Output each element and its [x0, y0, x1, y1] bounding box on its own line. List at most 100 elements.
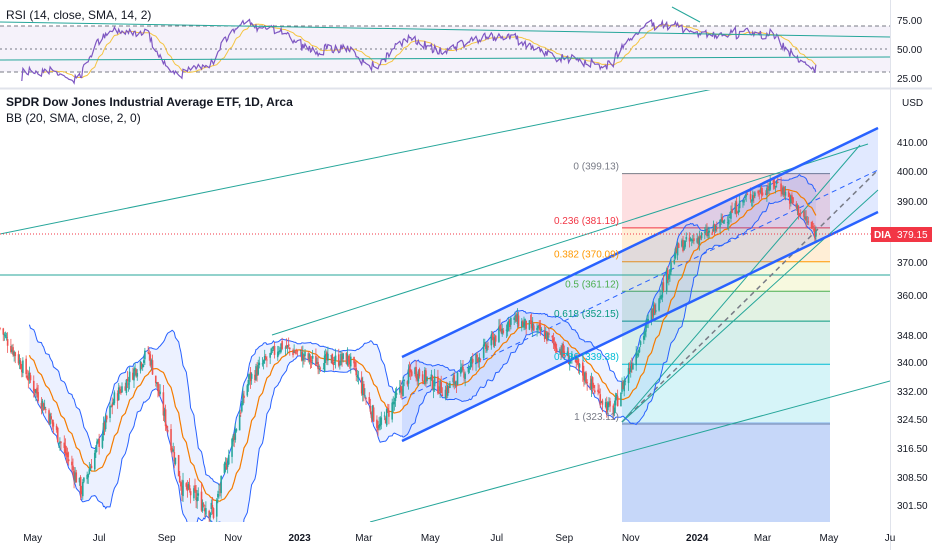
candle [28, 366, 31, 384]
candle [674, 247, 677, 260]
candle [505, 324, 508, 339]
candle [410, 369, 413, 377]
candle-body [3, 334, 6, 336]
candle-body [590, 378, 593, 389]
candle [662, 275, 665, 293]
candle-body [324, 354, 327, 357]
candle [208, 509, 210, 522]
candle-body [37, 392, 39, 401]
candle [774, 185, 777, 194]
candle [323, 350, 326, 373]
candle-body [726, 222, 729, 224]
candle-body [523, 322, 525, 328]
candle-body [706, 229, 708, 237]
candle [589, 375, 592, 390]
candle-body [698, 237, 701, 245]
candle [81, 479, 84, 500]
candle [72, 458, 74, 476]
candle [239, 409, 242, 417]
candle [449, 380, 451, 389]
candle-body [109, 405, 111, 418]
candle-body [319, 367, 322, 369]
candle-body [219, 489, 221, 491]
candle-body [63, 442, 66, 448]
candle [487, 341, 489, 351]
candle-body [48, 410, 50, 423]
candle-body [376, 419, 378, 428]
candle [142, 356, 145, 368]
candle [281, 337, 283, 351]
candle [394, 388, 397, 407]
time-axis[interactable]: May Jul Sep Nov 2023 Mar May Jul Sep Nov 2024 Mar Ma… [23, 533, 895, 544]
candle-body [22, 360, 24, 374]
candle-body [515, 315, 518, 322]
candle [227, 449, 230, 466]
candle-body [776, 182, 779, 183]
fib-level-label: 0 (399.13) [573, 162, 619, 173]
last-price-value: 379.15 [897, 230, 928, 241]
candle-body [553, 343, 556, 345]
candle-body [440, 382, 442, 394]
candle [591, 376, 594, 394]
channel-upper[interactable] [401, 126, 879, 359]
channel-lower[interactable] [401, 210, 879, 443]
candle-body [193, 488, 195, 499]
candle [243, 390, 245, 404]
candle-body [674, 248, 677, 259]
candle [805, 210, 807, 228]
candle [299, 350, 302, 356]
candle [398, 380, 401, 395]
candle [696, 233, 698, 244]
candle [513, 316, 515, 326]
candle-body [220, 475, 222, 494]
candle-body [332, 362, 335, 366]
candle [56, 427, 59, 443]
candle-body [449, 383, 451, 389]
candle [750, 199, 753, 207]
candle-body [378, 424, 380, 429]
candle-body [578, 363, 581, 368]
candle-body [217, 493, 219, 498]
candle-body [760, 187, 763, 195]
candle [113, 390, 116, 406]
candle-body [613, 407, 616, 414]
x-tick-label: May [421, 533, 440, 544]
candle [347, 355, 350, 367]
candle [310, 356, 313, 369]
candle [124, 382, 127, 391]
candle-body [753, 194, 755, 198]
candle-body [548, 333, 550, 335]
candle-body [154, 375, 157, 383]
candle [715, 221, 718, 232]
x-tick-label: Sep [158, 533, 176, 544]
candle-body [476, 354, 478, 358]
candle-body [144, 350, 146, 360]
candle [363, 381, 365, 402]
candle [760, 184, 763, 199]
candle-body [682, 239, 684, 252]
candle [536, 323, 538, 337]
candle [44, 406, 47, 414]
candle [788, 193, 791, 210]
candle-body [600, 402, 603, 403]
candle-body [189, 491, 192, 496]
candle-body [464, 373, 466, 379]
fib-level-label: 0.618 (352.15) [554, 309, 619, 320]
candle [364, 388, 366, 399]
candle-body [86, 474, 88, 480]
candle-body [89, 466, 92, 471]
candle [49, 412, 51, 425]
currency-label[interactable]: USD [902, 98, 923, 109]
candle [121, 382, 123, 393]
candle-body [133, 368, 135, 381]
candle [96, 438, 98, 452]
price-axis[interactable]: 410.00 400.00 390.00 370.00 360.00 348.00 340.… [897, 138, 928, 512]
y-tick-label: 316.50 [897, 444, 928, 455]
candle [492, 333, 495, 348]
candle [294, 349, 297, 355]
candle [509, 318, 511, 332]
candle-body [41, 400, 44, 407]
bb-band-fill [29, 174, 816, 522]
candle-body [303, 354, 305, 358]
